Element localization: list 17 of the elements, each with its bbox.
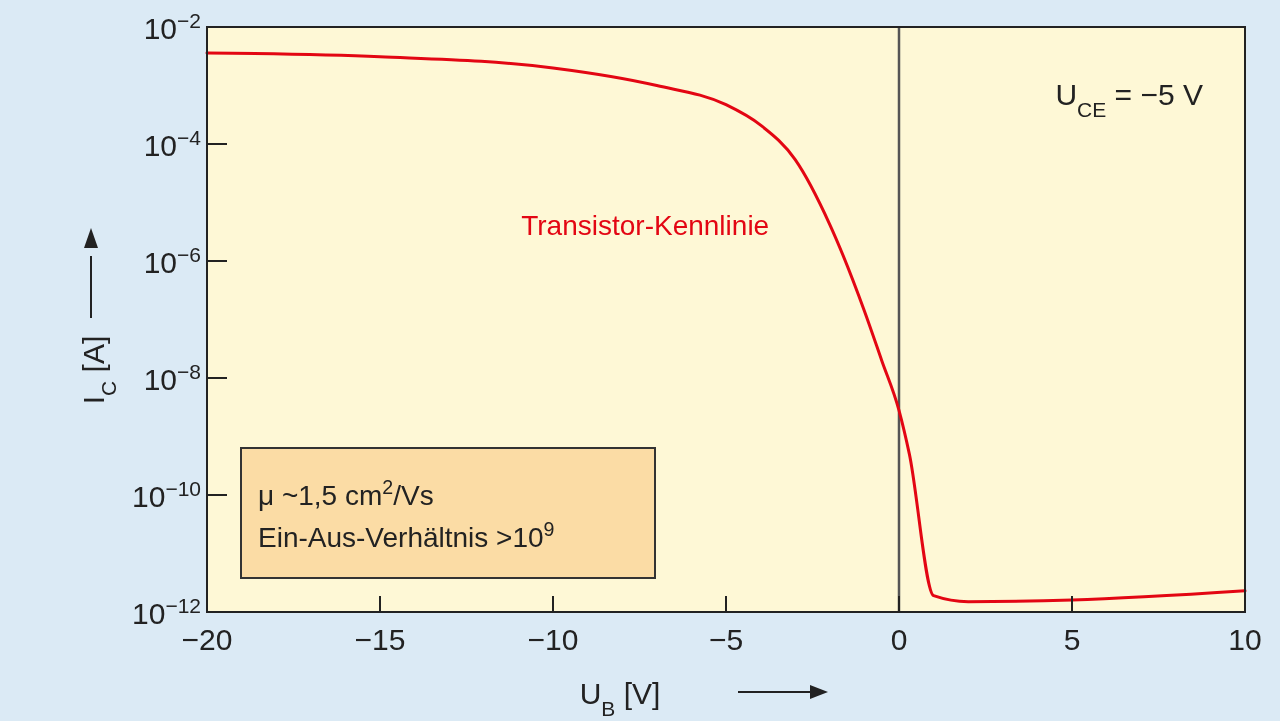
- series-label: Transistor-Kennlinie: [521, 209, 770, 241]
- y-tick-label: 10$^{−6}$: [143, 242, 201, 279]
- x-tick-label: 0: [890, 623, 908, 656]
- y-tick-label: 10$^{−2}$: [143, 8, 201, 45]
- x-tick-label: −15: [354, 623, 406, 656]
- annotation: Ein-Aus-Verhältnis >10$^{9}$: [258, 518, 555, 553]
- y-tick-label: 10$^{−10}$: [132, 476, 201, 513]
- x-tick-label: −5: [708, 623, 744, 656]
- x-tick-label: 5: [1063, 623, 1081, 656]
- line-series: [205, 51, 1247, 604]
- annotation: U$_{CE}$ = −5 V: [1055, 78, 1203, 121]
- y-tick-label: 10$^{−8}$: [143, 359, 201, 396]
- x-tick-label: −10: [527, 623, 579, 656]
- y-tick-label: 10$^{−4}$: [143, 125, 202, 162]
- x-axis-title: U$_{B}$ [V]: [579, 677, 661, 720]
- x-tick-label: 10: [1228, 623, 1262, 656]
- annotation: μ ~1,5 cm$^{2}$/Vs: [258, 476, 434, 511]
